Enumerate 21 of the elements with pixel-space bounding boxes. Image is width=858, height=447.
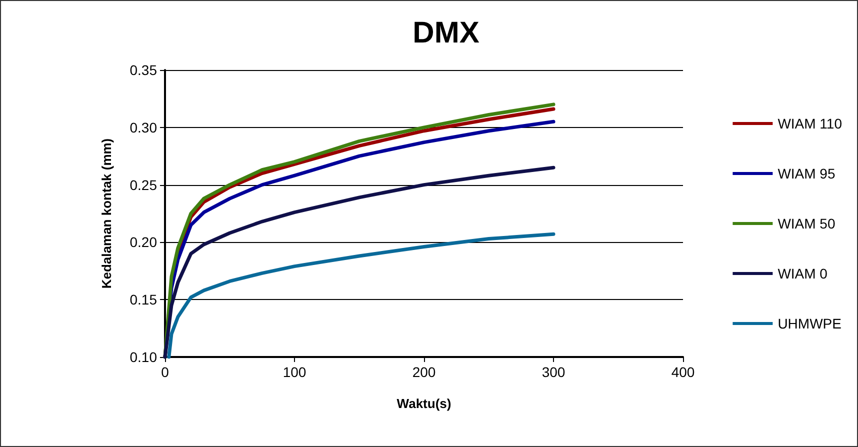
chart-title: DMX (412, 16, 480, 50)
legend-label: WIAM 0 (778, 266, 828, 282)
legend-label: UHMWPE (778, 316, 842, 332)
legend-label: WIAM 50 (778, 216, 836, 232)
y-axis-title: Kedalaman kontak (mm) (99, 138, 114, 289)
y-tick-label: 0.10 (130, 349, 158, 365)
line-series (163, 166, 556, 359)
x-tick-label: 0 (161, 364, 170, 380)
y-tick-label: 0.35 (130, 62, 158, 78)
legend-label: WIAM 95 (778, 166, 836, 182)
line-series (167, 232, 556, 359)
x-tick-label: 400 (671, 364, 695, 380)
y-tick-label: 0.15 (130, 292, 158, 308)
y-tick-label: 0.25 (130, 176, 158, 193)
y-tick-label: 0.20 (130, 234, 158, 250)
x-tick-label: 300 (542, 364, 566, 380)
x-axis-title: Waktu(s) (396, 396, 452, 411)
x-tick-label: 100 (282, 364, 306, 380)
y-tick-label: 0.30 (130, 119, 158, 136)
x-tick-label: 200 (412, 364, 436, 380)
legend-label: WIAM 110 (778, 116, 842, 132)
